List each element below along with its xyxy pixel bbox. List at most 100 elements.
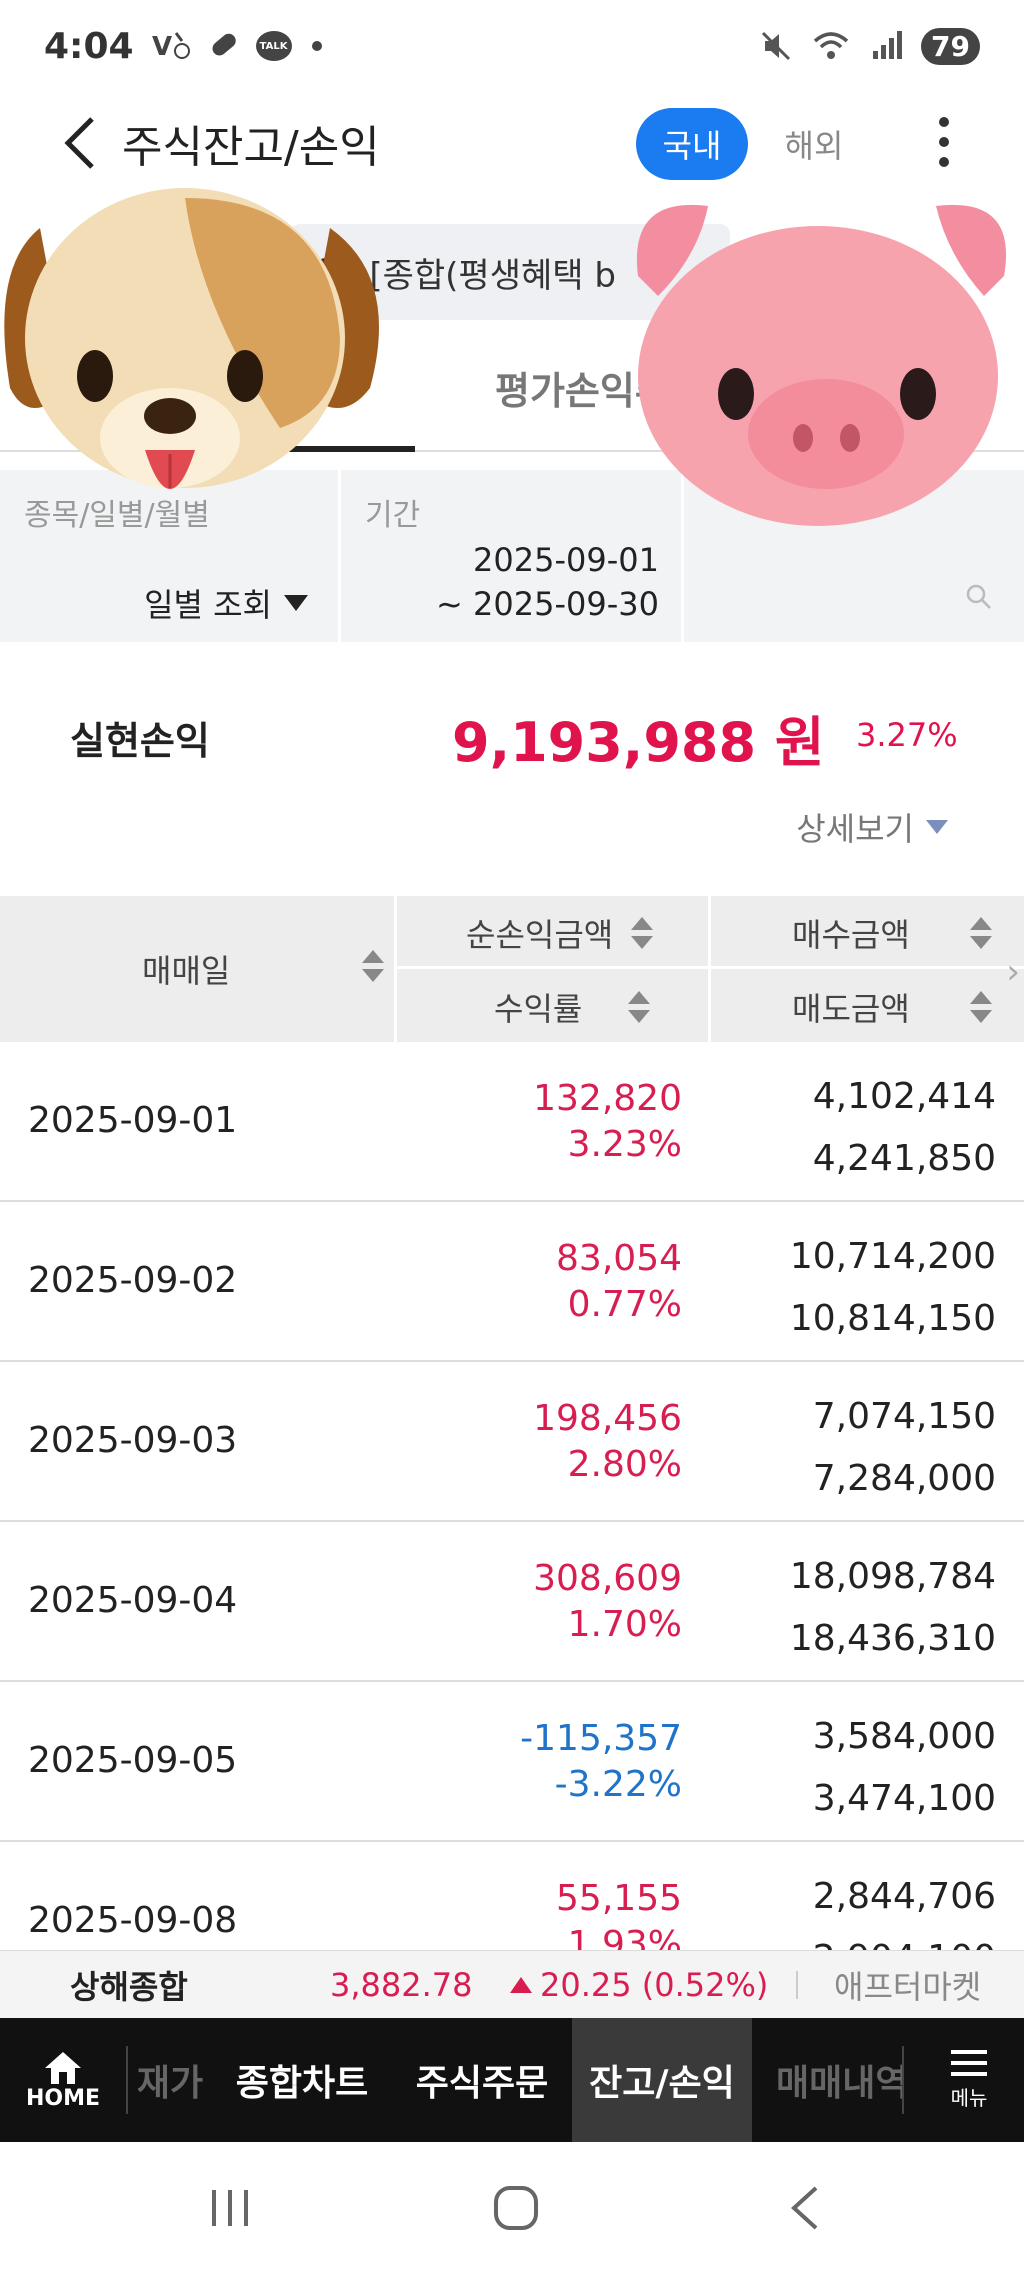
row-profit: -115,357 bbox=[520, 1718, 682, 1759]
row-profit-cell: 132,820 3.23% bbox=[533, 1076, 682, 1168]
nav-menu-label: 메뉴 bbox=[950, 2085, 988, 2110]
row-sell: 18,436,310 bbox=[789, 1618, 996, 1659]
recents-icon[interactable] bbox=[200, 2178, 260, 2238]
detail-toggle[interactable]: 상세보기 bbox=[796, 804, 948, 850]
header-sell[interactable]: 매도금액 bbox=[792, 984, 992, 1030]
nav-menu[interactable]: 메뉴 bbox=[914, 2018, 1024, 2142]
nav-home-label: HOME bbox=[25, 2085, 101, 2111]
table-row[interactable]: 2025-09-03 198,456 2.80% 7,074,150 7,284… bbox=[0, 1362, 1024, 1522]
nav-balance[interactable]: 잔고/손익 bbox=[572, 2018, 752, 2142]
back-button[interactable] bbox=[50, 113, 110, 173]
row-buy: 4,102,414 bbox=[812, 1076, 996, 1117]
after-market-link[interactable]: 애프터마켓 bbox=[834, 1967, 982, 2006]
system-nav bbox=[0, 2142, 1024, 2276]
sort-icon[interactable] bbox=[628, 991, 651, 1023]
sort-icon[interactable] bbox=[631, 917, 654, 949]
signal-icon bbox=[873, 31, 903, 59]
nav-home[interactable]: HOME bbox=[0, 2018, 126, 2142]
period-start: 2025-09-01 bbox=[473, 541, 659, 579]
sort-icon[interactable] bbox=[969, 991, 992, 1023]
ticker-value: 3,882.78 bbox=[330, 1965, 473, 2004]
header-divider bbox=[394, 896, 397, 1042]
row-profit-cell: 308,609 1.70% bbox=[533, 1556, 682, 1648]
nav-divider bbox=[902, 2046, 904, 2114]
table-row[interactable]: 2025-09-05 -115,357 -3.22% 3,584,000 3,4… bbox=[0, 1682, 1024, 1842]
pill-icon bbox=[212, 33, 236, 56]
mute-icon bbox=[761, 31, 791, 61]
puppy-emoji-icon bbox=[4, 188, 379, 489]
nav-item-faded[interactable]: 재가 bbox=[136, 2063, 204, 2104]
chevron-left-icon bbox=[64, 117, 94, 169]
period-end: ~ 2025-09-30 bbox=[436, 585, 659, 623]
summary-value: 9,193,988 원 bbox=[452, 711, 825, 774]
row-date: 2025-09-03 bbox=[28, 1420, 238, 1461]
realized-pl-summary: 실현손익 9,193,988 원 3.27% 상세보기 bbox=[0, 660, 1024, 860]
nav-history[interactable]: 매매내역 bbox=[776, 2063, 902, 2104]
header-buy-label: 매수금액 bbox=[792, 916, 910, 954]
row-buy: 7,074,150 bbox=[812, 1396, 996, 1437]
filter-period-label: 기간 bbox=[365, 498, 421, 533]
ticker-change-value: 20.25 (0.52%) bbox=[540, 1965, 769, 2004]
sort-icon[interactable] bbox=[969, 917, 992, 949]
system-back-icon[interactable] bbox=[776, 2178, 836, 2238]
more-options-button[interactable] bbox=[924, 112, 964, 172]
row-date: 2025-09-02 bbox=[28, 1260, 238, 1301]
header-rate[interactable]: 수익률 bbox=[494, 984, 651, 1030]
row-date: 2025-09-01 bbox=[28, 1100, 238, 1141]
account-name: [종합(평생혜택 b bbox=[369, 255, 616, 296]
header-net-profit[interactable]: 순손익금액 bbox=[466, 910, 654, 956]
row-date: 2025-09-05 bbox=[28, 1740, 238, 1781]
ticker-name: 상해종합 bbox=[70, 1967, 188, 2006]
header-date-label: 매매일 bbox=[142, 952, 231, 990]
caret-down-icon bbox=[284, 595, 308, 611]
status-time: 4:04 bbox=[44, 25, 134, 67]
filter-view-type-label: 종목/일별/월별 bbox=[24, 498, 210, 533]
row-profit: 132,820 bbox=[533, 1078, 682, 1119]
filter-period[interactable]: 기간 2025-09-01 ~ 2025-09-30 bbox=[341, 470, 681, 642]
header-divider bbox=[708, 896, 711, 1042]
segment-overseas-button[interactable]: 해외 bbox=[784, 127, 844, 165]
header-sell-label: 매도금액 bbox=[792, 990, 910, 1028]
nav-order[interactable]: 주식주문 bbox=[415, 2063, 549, 2104]
row-rate: 1.93% bbox=[567, 1924, 682, 1950]
table-row[interactable]: 2025-09-08 55,155 1.93% 2,844,706 2,904,… bbox=[0, 1842, 1024, 1950]
segment-domestic-button[interactable]: 국내 bbox=[636, 108, 748, 180]
bottom-nav: HOME 재가 종합차트 주식주문 잔고/손익 매매내역 메뉴 bbox=[0, 2018, 1024, 2142]
status-bar: 4:04 V TALK 79 bbox=[0, 0, 1024, 92]
hamburger-icon bbox=[951, 2049, 987, 2076]
row-profit: 198,456 bbox=[533, 1398, 682, 1439]
row-profit: 308,609 bbox=[533, 1558, 682, 1599]
summary-rate: 3.27% bbox=[856, 716, 958, 754]
home-circle-icon[interactable] bbox=[486, 2178, 546, 2238]
table-row[interactable]: 2025-09-04 308,609 1.70% 18,098,784 18,4… bbox=[0, 1522, 1024, 1682]
sort-icon[interactable] bbox=[362, 950, 384, 982]
home-icon bbox=[45, 2051, 81, 2084]
row-date: 2025-09-08 bbox=[28, 1900, 238, 1941]
row-profit-cell: -115,357 -3.22% bbox=[520, 1716, 682, 1808]
row-buy: 3,584,000 bbox=[812, 1716, 996, 1757]
row-sell: 7,284,000 bbox=[812, 1458, 996, 1499]
row-profit-cell: 55,155 1.93% bbox=[556, 1876, 682, 1950]
market-ticker[interactable]: 상해종합 3,882.78 20.25 (0.52%) 애프터마켓 bbox=[0, 1950, 1024, 2018]
talk-icon: TALK bbox=[255, 31, 292, 61]
pig-emoji-icon bbox=[636, 204, 1007, 526]
table-row[interactable]: 2025-09-02 83,054 0.77% 10,714,200 10,81… bbox=[0, 1202, 1024, 1362]
row-buy: 18,098,784 bbox=[789, 1556, 996, 1597]
nav-chart[interactable]: 종합차트 bbox=[235, 2063, 369, 2104]
search-icon[interactable] bbox=[964, 582, 994, 612]
header-rate-label: 수익률 bbox=[494, 990, 583, 1028]
row-rate: 3.23% bbox=[567, 1124, 682, 1165]
detail-label: 상세보기 bbox=[796, 810, 914, 848]
header-buy[interactable]: 매수금액 bbox=[792, 910, 992, 956]
row-date: 2025-09-04 bbox=[28, 1580, 238, 1621]
status-notification-icons: V TALK bbox=[152, 28, 322, 64]
volte-icon: V bbox=[152, 32, 190, 62]
row-rate: 2.80% bbox=[567, 1444, 682, 1485]
chevron-right-icon[interactable]: › bbox=[1006, 952, 1020, 992]
row-profit: 83,054 bbox=[556, 1238, 682, 1279]
row-sell: 2,904,100 bbox=[813, 1938, 996, 1950]
header-date[interactable]: 매매일 bbox=[142, 946, 230, 992]
table-row[interactable]: 2025-09-01 132,820 3.23% 4,102,414 4,241… bbox=[0, 1042, 1024, 1202]
row-profit-cell: 198,456 2.80% bbox=[533, 1396, 682, 1488]
filter-view-type[interactable]: 종목/일별/월별 일별 조회 bbox=[0, 470, 338, 642]
